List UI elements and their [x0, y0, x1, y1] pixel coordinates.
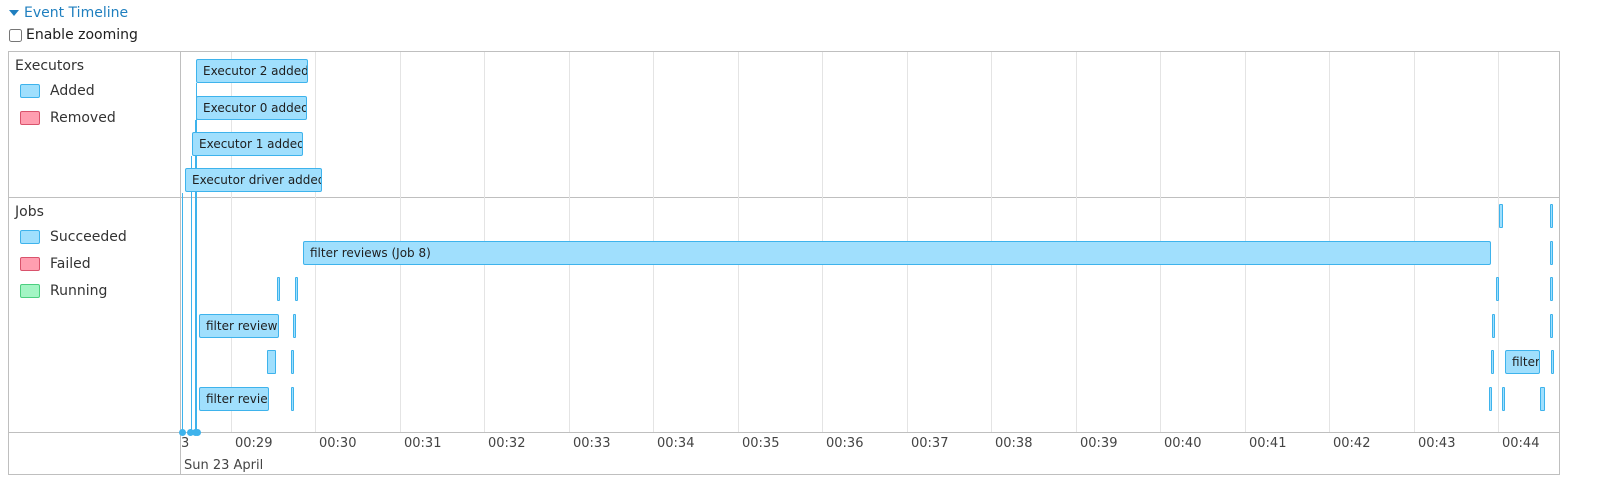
- job-mark[interactable]: [295, 277, 298, 301]
- group-labels: Executors Added Removed Jobs Succeeded F…: [9, 52, 181, 474]
- job-mark[interactable]: [1550, 314, 1553, 338]
- job-mark[interactable]: [1550, 241, 1553, 265]
- job-mark[interactable]: [291, 387, 294, 411]
- executor-2-stem: [196, 83, 197, 432]
- added-swatch: [20, 84, 40, 98]
- axis-tick: 00:43: [1418, 436, 1456, 451]
- job-event[interactable]: filter: [1505, 350, 1540, 374]
- axis-tick: 00:39: [1080, 436, 1118, 451]
- gridline: [1498, 52, 1499, 432]
- job-event[interactable]: filter reviews: [199, 314, 279, 338]
- succeeded-swatch: [20, 230, 40, 244]
- axis-tick: 00:35: [742, 436, 780, 451]
- executor-0-stem: [195, 120, 196, 432]
- axis-tick: 00:30: [319, 436, 357, 451]
- axis-tick: 00:41: [1249, 436, 1287, 451]
- executor-1-stem: [191, 156, 192, 432]
- job-mark[interactable]: [291, 350, 294, 374]
- legend-failed: Failed: [20, 256, 91, 272]
- job-mark[interactable]: [267, 350, 276, 374]
- job-mark[interactable]: [1491, 350, 1494, 374]
- enable-zooming-checkbox[interactable]: [9, 28, 22, 42]
- group-divider: [9, 197, 1559, 198]
- axis-divider: [9, 432, 1559, 433]
- executor-2-added-event[interactable]: Executor 2 added: [196, 59, 308, 83]
- executor-driver-added-event[interactable]: Executor driver added: [185, 168, 322, 192]
- legend-succeeded: Succeeded: [20, 229, 127, 245]
- executors-group-label: Executors: [15, 58, 84, 74]
- axis-tick: 00:31: [404, 436, 442, 451]
- timeline-plot[interactable]: Executor 2 added Executor 0 added Execut…: [179, 52, 1559, 474]
- triangle-down-icon: [9, 10, 19, 16]
- axis-tick: 00:42: [1333, 436, 1371, 451]
- enable-zooming-row[interactable]: Enable zooming: [9, 27, 138, 43]
- failed-swatch: [20, 257, 40, 271]
- event-dot: [187, 429, 194, 436]
- axis-tick: 00:33: [573, 436, 611, 451]
- job-mark[interactable]: [1499, 204, 1503, 228]
- axis-tick: 00:36: [826, 436, 864, 451]
- legend-added-label: Added: [50, 83, 95, 99]
- axis-tick: 00:34: [657, 436, 695, 451]
- job-mark[interactable]: [1550, 204, 1553, 228]
- event-dot: [179, 429, 186, 436]
- axis-tick: 00:44: [1502, 436, 1540, 451]
- legend-succeeded-label: Succeeded: [50, 229, 127, 245]
- job-mark[interactable]: [1551, 350, 1554, 374]
- event-timeline-toggle[interactable]: Event Timeline: [9, 5, 128, 21]
- job-mark[interactable]: [277, 277, 280, 301]
- job-mark[interactable]: [1550, 277, 1553, 301]
- legend-running-label: Running: [50, 283, 108, 299]
- legend-removed-label: Removed: [50, 110, 116, 126]
- legend-added: Added: [20, 83, 95, 99]
- job-mark[interactable]: [1492, 314, 1495, 338]
- executor-driver-stem: [182, 193, 183, 432]
- job-mark[interactable]: [293, 314, 296, 338]
- axis-date-label: Sun 23 April: [184, 458, 264, 473]
- jobs-group-label: Jobs: [15, 204, 44, 220]
- axis-tick: 00:40: [1164, 436, 1202, 451]
- axis-tick: 00:37: [911, 436, 949, 451]
- enable-zooming-label: Enable zooming: [26, 27, 138, 43]
- job-mark[interactable]: [1540, 387, 1545, 411]
- legend-running: Running: [20, 283, 107, 299]
- legend-failed-label: Failed: [50, 256, 91, 272]
- executor-0-added-event[interactable]: Executor 0 added: [196, 96, 307, 120]
- axis-tick: 00:29: [235, 436, 273, 451]
- axis-tick: 3: [181, 436, 190, 451]
- job-event[interactable]: filter review: [199, 387, 269, 411]
- running-swatch: [20, 284, 40, 298]
- gridline: [231, 52, 232, 432]
- removed-swatch: [20, 111, 40, 125]
- job-mark[interactable]: [1496, 277, 1499, 301]
- axis-tick: 00:32: [488, 436, 526, 451]
- job-mark[interactable]: [1502, 387, 1505, 411]
- legend-removed: Removed: [20, 110, 116, 126]
- event-dot: [194, 429, 201, 436]
- event-timeline-title: Event Timeline: [24, 5, 129, 21]
- executor-1-added-event[interactable]: Executor 1 added: [192, 132, 303, 156]
- axis-tick: 00:38: [995, 436, 1033, 451]
- job-mark[interactable]: [1489, 387, 1492, 411]
- job-8-event[interactable]: filter reviews (Job 8): [303, 241, 1491, 265]
- event-timeline[interactable]: Executors Added Removed Jobs Succeeded F…: [8, 51, 1560, 475]
